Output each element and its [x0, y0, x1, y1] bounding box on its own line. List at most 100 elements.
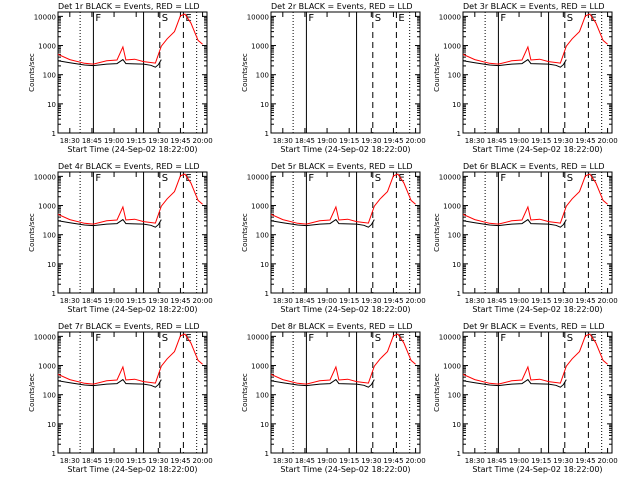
marker-label: F [500, 13, 506, 24]
y-tick-label: 10000 [247, 333, 269, 341]
x-tick-label: 19:45 [383, 137, 403, 145]
y-axis-label: Counts/sec [28, 373, 36, 412]
marker-label: F [95, 333, 101, 344]
x-axis-label: Start Time (24-Sep-02 18:22:00) [67, 305, 197, 314]
y-tick-label: 10 [47, 261, 56, 269]
marker-label: E [590, 173, 596, 184]
x-tick-label: 19:00 [509, 137, 529, 145]
x-tick-label: 19:30 [148, 297, 168, 305]
x-axis-label: Start Time (24-Sep-02 18:22:00) [67, 145, 197, 154]
y-tick-label: 100 [43, 72, 56, 80]
plot-frame [270, 171, 421, 294]
y-tick-label: 100 [43, 392, 56, 400]
y-tick-label: 100 [256, 232, 269, 240]
x-tick-label: 19:30 [148, 457, 168, 465]
y-tick-label: 1 [52, 290, 56, 298]
x-axis-label: Start Time (24-Sep-02 18:22:00) [472, 145, 602, 154]
marker-label: S [162, 13, 168, 24]
y-axis-label: Counts/sec [241, 373, 249, 412]
panel-title: Det 8r BLACK = Events, RED = LLD [271, 322, 413, 331]
y-tick-label: 100 [448, 72, 461, 80]
x-tick-label: 19:00 [104, 297, 124, 305]
x-tick-label: 19:45 [170, 457, 190, 465]
marker-label: E [185, 173, 191, 184]
y-tick-label: 10 [260, 421, 269, 429]
y-tick-label: 10 [47, 101, 56, 109]
x-tick-label: 19:30 [148, 137, 168, 145]
x-axis-label: Start Time (24-Sep-02 18:22:00) [472, 305, 602, 314]
marker-label: S [567, 173, 573, 184]
panel-title: Det 3r BLACK = Events, RED = LLD [463, 2, 605, 11]
x-axis-label: Start Time (24-Sep-02 18:22:00) [280, 305, 410, 314]
y-tick-label: 1 [457, 290, 461, 298]
x-tick-label: 19:15 [531, 457, 551, 465]
x-tick-label: 19:00 [104, 137, 124, 145]
detector-panel-3: Det 3r BLACK = Events, RED = LLD 1 10 100 10… [433, 2, 618, 154]
y-tick-label: 10000 [439, 173, 461, 181]
y-axis-label: Counts/sec [28, 213, 36, 252]
panel-title: Det 4r BLACK = Events, RED = LLD [58, 162, 200, 171]
y-tick-label: 1000 [443, 363, 461, 371]
marker-label: E [185, 333, 191, 344]
x-axis-label: Start Time (24-Sep-02 18:22:00) [280, 465, 410, 474]
y-tick-label: 1000 [38, 203, 56, 211]
x-tick-label: 19:15 [126, 297, 146, 305]
y-tick-label: 10000 [439, 13, 461, 21]
y-tick-label: 1 [265, 450, 269, 458]
y-tick-label: 1 [52, 130, 56, 138]
x-tick-label: 18:30 [273, 457, 293, 465]
y-tick-label: 1 [265, 130, 269, 138]
panel-title: Det 2r BLACK = Events, RED = LLD [271, 2, 413, 11]
x-tick-label: 20:00 [597, 137, 617, 145]
x-tick-label: 19:00 [317, 137, 337, 145]
series-line-lld [58, 13, 203, 65]
x-tick-label: 18:30 [465, 457, 485, 465]
y-tick-label: 10000 [34, 173, 56, 181]
y-tick-label: 1000 [251, 363, 269, 371]
marker-label: F [95, 13, 101, 24]
y-tick-label: 10 [452, 261, 461, 269]
x-tick-label: 19:30 [553, 457, 573, 465]
x-tick-label: 18:30 [273, 297, 293, 305]
y-tick-label: 10000 [247, 13, 269, 21]
marker-label: F [500, 333, 506, 344]
x-tick-label: 20:00 [192, 297, 212, 305]
series-line-events [463, 378, 567, 388]
plot-frame [462, 171, 613, 294]
marker-label: S [567, 333, 573, 344]
y-tick-label: 1 [457, 130, 461, 138]
y-tick-label: 100 [448, 232, 461, 240]
series-line-lld [58, 333, 203, 385]
detector-panel-8: Det 8r BLACK = Events, RED = LLD 1 10 100 10… [241, 322, 426, 474]
marker-label: E [398, 333, 404, 344]
x-tick-label: 18:45 [82, 457, 102, 465]
x-tick-label: 20:00 [192, 457, 212, 465]
y-tick-label: 1000 [443, 43, 461, 51]
x-tick-label: 18:45 [487, 137, 507, 145]
y-tick-label: 100 [448, 392, 461, 400]
x-tick-label: 19:30 [553, 297, 573, 305]
series-line-events [463, 218, 567, 228]
panel-title: Det 6r BLACK = Events, RED = LLD [463, 162, 605, 171]
panel-title: Det 1r BLACK = Events, RED = LLD [58, 2, 200, 11]
x-axis-label: Start Time (24-Sep-02 18:22:00) [472, 465, 602, 474]
detector-panel-2: Det 2r BLACK = Events, RED = LLD 1 10 100 10… [241, 2, 426, 154]
x-tick-label: 18:45 [295, 457, 315, 465]
detector-panel-5: Det 5r BLACK = Events, RED = LLD 1 10 100 10… [241, 162, 426, 314]
detector-panel-7: Det 7r BLACK = Events, RED = LLD 1 10 100 10… [28, 322, 213, 474]
detector-panel-1: Det 1r BLACK = Events, RED = LLD 1 10 100 10… [28, 2, 213, 154]
y-axis-label: Counts/sec [433, 373, 441, 412]
y-tick-label: 1000 [251, 203, 269, 211]
plot-frame [270, 331, 421, 454]
x-tick-label: 19:00 [317, 457, 337, 465]
panel-title: Det 5r BLACK = Events, RED = LLD [271, 162, 413, 171]
x-tick-label: 19:45 [383, 297, 403, 305]
x-tick-label: 18:30 [60, 457, 80, 465]
x-tick-label: 18:45 [82, 137, 102, 145]
y-tick-label: 10 [452, 421, 461, 429]
x-tick-label: 18:30 [273, 137, 293, 145]
x-tick-label: 20:00 [405, 297, 425, 305]
series-line-events [271, 378, 375, 388]
series-line-lld [271, 173, 416, 225]
marker-label: E [398, 173, 404, 184]
